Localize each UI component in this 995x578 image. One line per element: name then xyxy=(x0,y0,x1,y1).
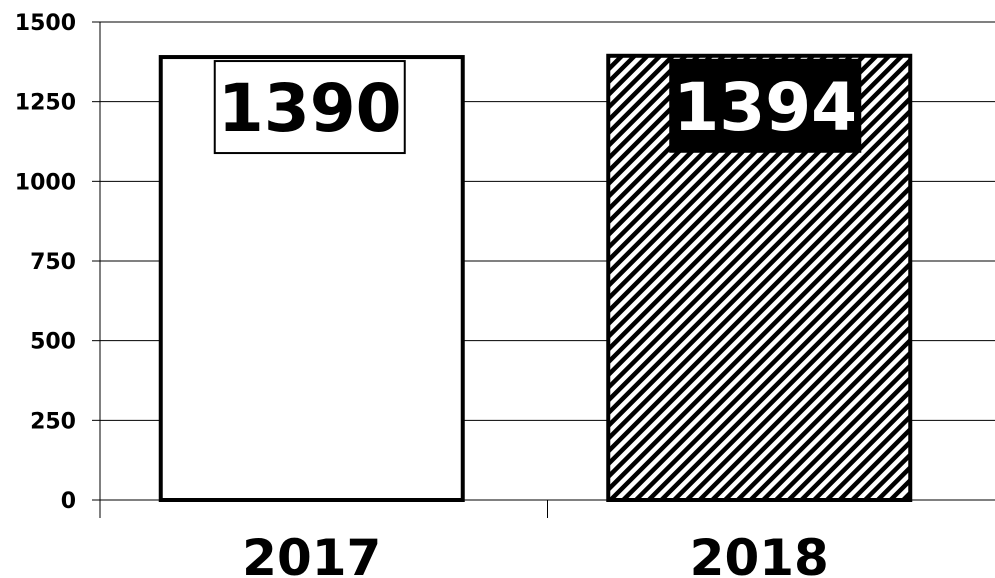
y-tick-label: 750 xyxy=(30,250,76,275)
y-axis-ticks: 0 250 500 750 1000 1250 1500 xyxy=(15,11,548,518)
labels: 1390 2017 1394 2018 xyxy=(213,58,862,578)
x-category-label: 2017 xyxy=(242,529,381,578)
y-tick-label: 1500 xyxy=(15,11,76,36)
x-category-label: 2018 xyxy=(690,529,829,578)
data-label-2017: 1390 xyxy=(218,70,402,147)
y-tick-label: 1250 xyxy=(15,91,76,116)
y-tick-label: 250 xyxy=(30,409,76,434)
data-label-box-2018 xyxy=(669,58,862,153)
y-tick-label: 0 xyxy=(61,489,76,514)
data-label-2018: 1394 xyxy=(673,69,857,146)
y-tick-label: 1000 xyxy=(15,170,76,195)
y-tick-label: 500 xyxy=(30,330,76,355)
data-label-box-2017 xyxy=(213,60,406,155)
